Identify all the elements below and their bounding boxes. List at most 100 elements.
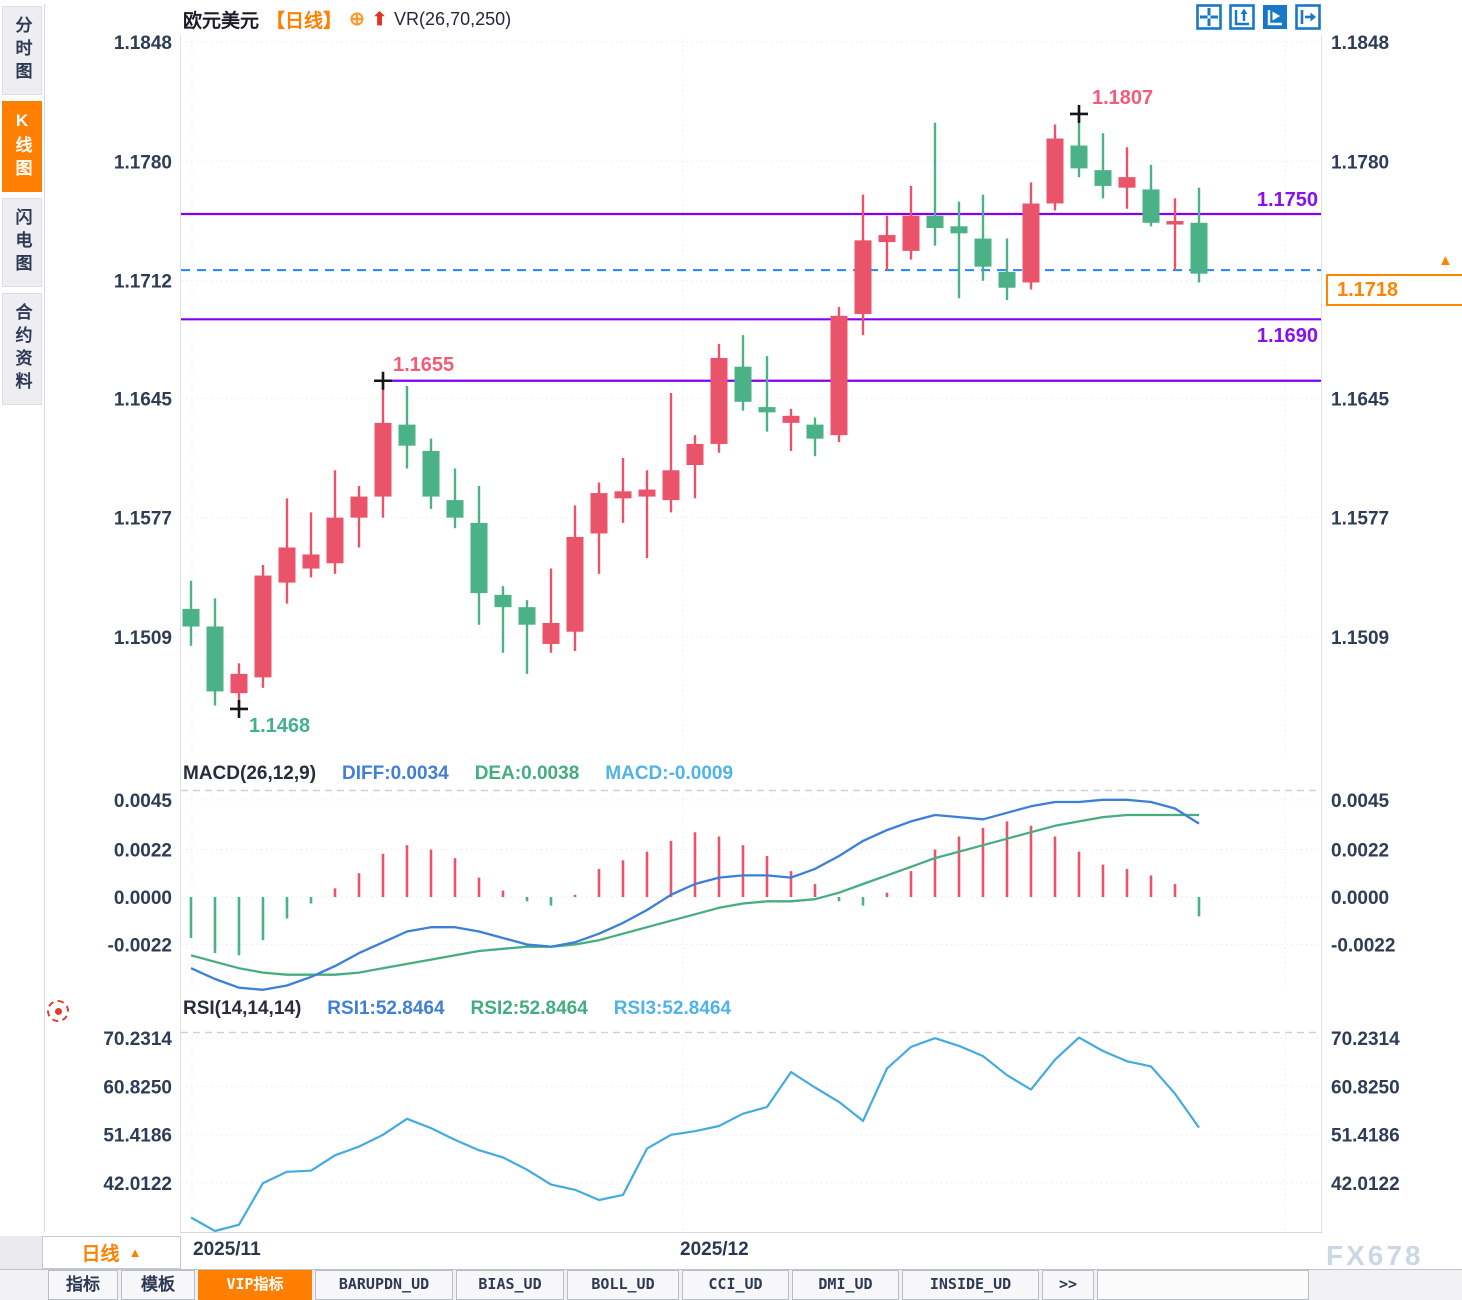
bottom-tab-barupdn_ud[interactable]: BARUPDN_UD — [315, 1270, 453, 1300]
candle-body — [1094, 170, 1112, 186]
candle-body — [422, 450, 440, 497]
sidebar-tab-contract-info[interactable]: 合约资料 — [2, 293, 42, 405]
y-axis-label: 51.4186 — [1331, 1126, 1400, 1147]
candle-body — [326, 517, 344, 564]
candle-body — [1142, 189, 1160, 223]
candle-body — [614, 491, 632, 499]
y-axis-label: 1.1780 — [1331, 152, 1389, 173]
rsi3-value: RSI3:52.8464 — [613, 998, 732, 1019]
sidebar-tab-timeshare[interactable]: 分时图 — [2, 6, 42, 95]
candle-body — [902, 215, 920, 251]
price-up-arrow-icon: ▲ — [1438, 252, 1453, 269]
y-axis-label: 1.1645 — [114, 389, 173, 410]
bottom-tab-inside_ud[interactable]: INSIDE_UD — [902, 1270, 1039, 1300]
macd-dea-line — [190, 813, 1199, 976]
bottom-tab-vip[interactable]: VIP指标 — [198, 1270, 312, 1300]
bottom-tab-[interactable]: 模板 — [121, 1270, 195, 1300]
corner-filler — [0, 1236, 42, 1269]
bottom-tab-dmi_ud[interactable]: DMI_UD — [792, 1270, 899, 1300]
macd-diff-line — [190, 798, 1200, 991]
chart-header: 欧元美元 【日线】 ⊕ ⬆ VR(26,70,250) — [183, 6, 511, 33]
y-axis-label: 1.1509 — [114, 628, 172, 649]
y-axis-label: 60.8250 — [1331, 1077, 1400, 1098]
candle-body — [734, 366, 752, 402]
up-arrow-icon: ⬆ — [371, 9, 388, 29]
rsi-header: RSI(14,14,14) RSI1:52.8464 RSI2:52.8464 … — [183, 998, 731, 1020]
macd-dea-value: DEA:0.0038 — [474, 763, 580, 784]
candle-body — [710, 357, 728, 444]
macd-diff-value: DIFF:0.0034 — [342, 763, 449, 784]
candle-body — [518, 607, 536, 625]
bottom-tab-bias_ud[interactable]: BIAS_UD — [456, 1270, 564, 1300]
bottom-tab-[interactable]: >> — [1042, 1270, 1094, 1300]
pan-right-icon[interactable] — [1295, 4, 1321, 30]
candle-body — [686, 443, 704, 465]
candle-body — [1046, 138, 1064, 204]
current-price-badge: 1.1718 — [1326, 274, 1462, 306]
y-axis-label: 1.1712 — [114, 272, 172, 293]
y-axis-label: 0.0045 — [114, 791, 173, 812]
candle-body — [974, 238, 992, 267]
y-axis-label: 70.2314 — [1331, 1029, 1400, 1050]
y-axis-label: 0.0000 — [114, 888, 172, 909]
candle-body — [638, 489, 656, 497]
annotation-high-price: 1.1807 — [1092, 87, 1154, 109]
y-axis-label: 1.1780 — [114, 152, 172, 173]
symbol-title: 欧元美元 — [183, 11, 260, 32]
period-selector[interactable]: 日线 ▲ — [42, 1236, 181, 1269]
sidebar: 分时图 K线图 闪电图 合约资料 — [2, 6, 44, 405]
period-selector-arrow-icon: ▲ — [128, 1245, 142, 1260]
candle-body — [590, 493, 608, 534]
bottom-tab-boll_ud[interactable]: BOLL_UD — [567, 1270, 679, 1300]
add-indicator-icon[interactable]: ⊕ — [349, 9, 365, 30]
period-selector-label: 日线 — [81, 1244, 120, 1265]
y-axis-label: 1.1848 — [114, 33, 172, 54]
y-axis-label: 0.0022 — [114, 841, 172, 862]
y-axis-label: -0.0022 — [108, 935, 172, 956]
sidebar-divider — [44, 4, 45, 1232]
pane-layout-icon[interactable] — [1196, 4, 1222, 30]
y-axis-label: 1.1577 — [1331, 509, 1389, 530]
y-axis-label: 60.8250 — [103, 1077, 172, 1098]
candle-body — [398, 424, 416, 446]
y-axis-label: 1.1848 — [1331, 33, 1389, 54]
rsi2-value: RSI2:52.8464 — [470, 998, 588, 1019]
y-axis-label: 0.0045 — [1331, 791, 1390, 812]
sidebar-tab-kline[interactable]: K线图 — [2, 101, 42, 192]
candle-body — [1118, 177, 1136, 188]
bottom-tab-[interactable]: 指标 — [48, 1270, 118, 1300]
resistance-level-label: 1.1750 — [1256, 189, 1318, 211]
y-axis-label: 51.4186 — [103, 1126, 172, 1147]
x-axis-label-nov: 2025/11 — [193, 1239, 261, 1260]
auto-scale-icon[interactable] — [1262, 4, 1288, 30]
sidebar-tab-lightning[interactable]: 闪电图 — [2, 198, 42, 287]
candle-body — [494, 594, 512, 608]
candle-body — [878, 235, 896, 243]
y-axis-label: 0.0022 — [1331, 841, 1389, 862]
chart-toolbar — [1196, 4, 1321, 30]
candle-body — [374, 422, 392, 497]
bottom-tab-cci_ud[interactable]: CCI_UD — [682, 1270, 789, 1300]
candle-body — [182, 608, 200, 627]
candle-body — [206, 626, 224, 692]
candle-body — [854, 240, 872, 315]
rsi1-value: RSI1:52.8464 — [327, 998, 445, 1019]
y-axis-label: 42.0122 — [103, 1174, 172, 1195]
y-axis-label: 70.2314 — [103, 1029, 172, 1050]
candle-body — [830, 315, 848, 436]
candle-body — [566, 536, 584, 632]
candle-body — [998, 271, 1016, 288]
candle-body — [1190, 222, 1208, 274]
candle-body — [446, 500, 464, 518]
rsi-line — [190, 1036, 1200, 1233]
candle-body — [230, 673, 248, 694]
bottom-tab-empty — [1097, 1270, 1309, 1300]
axis-zoom-icon[interactable] — [1229, 4, 1255, 30]
candle-body — [542, 622, 560, 645]
indicator-settings-icon — [47, 1000, 69, 1022]
candle-body — [254, 575, 272, 678]
candle-body — [470, 522, 488, 594]
y-axis-label: 1.1509 — [1331, 628, 1389, 649]
